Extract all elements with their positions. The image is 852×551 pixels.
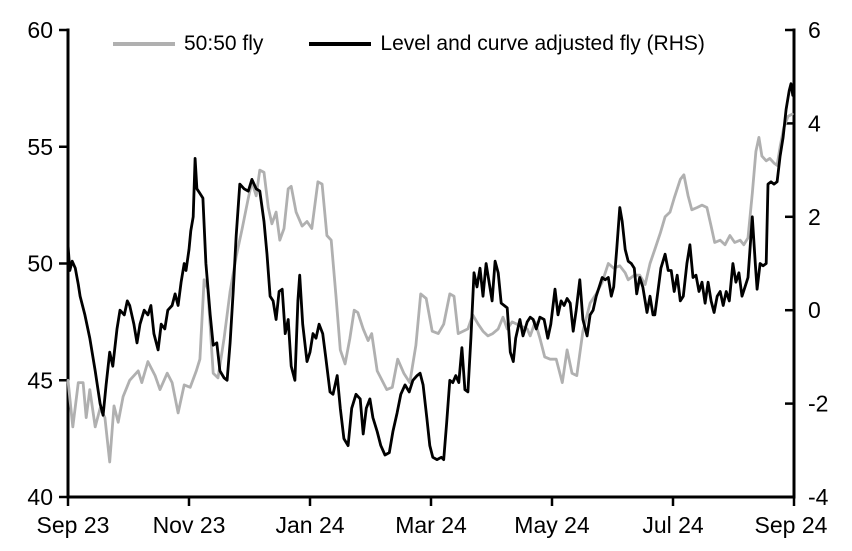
- right-axis-tick-label: 0: [808, 297, 821, 323]
- left-axis-tick-label: 60: [27, 17, 53, 43]
- legend-swatch-adjusted-fly: [309, 42, 372, 46]
- legend-item-5050-fly: 50:50 fly: [113, 32, 263, 56]
- left-axis-tick-label: 40: [27, 484, 53, 510]
- x-axis-tick-label: Jan 24: [275, 512, 344, 538]
- legend-label-5050-fly: 50:50 fly: [184, 32, 264, 55]
- right-axis-tick-label: -2: [808, 391, 828, 417]
- x-axis-tick-label: Sep 23: [37, 512, 110, 538]
- right-axis-tick-label: 4: [808, 110, 821, 136]
- series-line-5050-fly: [66, 112, 794, 464]
- legend-swatch-5050-fly: [113, 42, 175, 46]
- x-axis-tick-label: Nov 23: [153, 512, 226, 538]
- x-axis-tick-label: May 24: [514, 512, 590, 538]
- legend-label-adjusted-fly: Level and curve adjusted fly (RHS): [380, 32, 705, 55]
- right-axis-tick-label: 2: [808, 204, 821, 230]
- right-axis-tick-label: -4: [808, 484, 829, 510]
- legend-item-adjusted-fly: Level and curve adjusted fly (RHS): [309, 32, 705, 56]
- left-axis-tick-label: 55: [27, 134, 53, 160]
- left-axis-tick-label: 45: [27, 367, 53, 393]
- right-axis-tick-label: 6: [808, 17, 821, 43]
- x-axis-tick-label: Sep 24: [755, 512, 828, 538]
- series-line-adjusted-fly: [66, 82, 795, 462]
- legend: 50:50 fly Level and curve adjusted fly (…: [113, 32, 705, 56]
- x-axis-tick-label: Jul 24: [642, 512, 704, 538]
- left-axis-tick-label: 50: [27, 251, 53, 277]
- x-axis-tick-label: Mar 24: [395, 512, 467, 538]
